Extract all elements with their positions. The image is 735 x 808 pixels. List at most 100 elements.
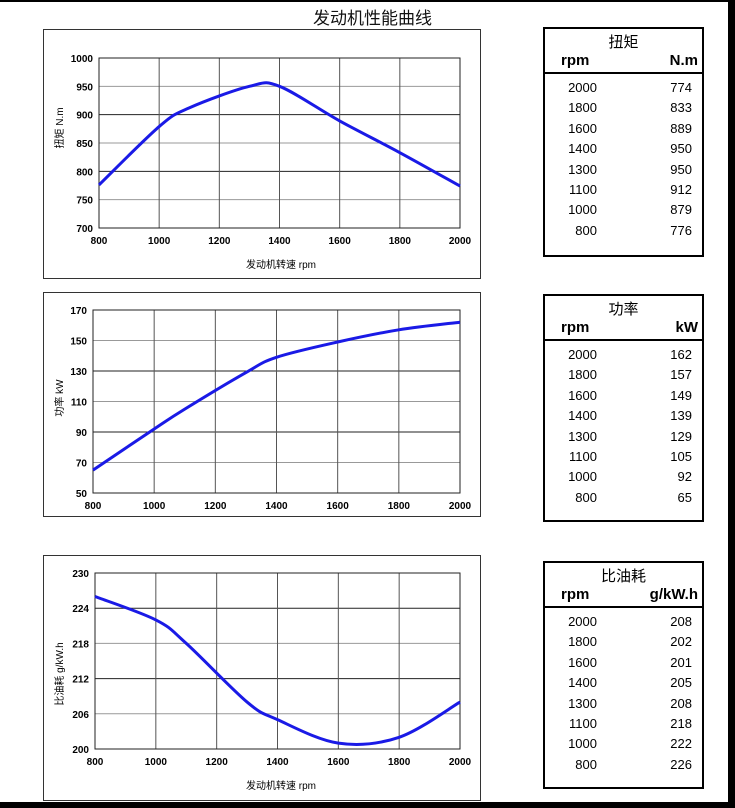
table-row: 1400 950	[545, 139, 702, 159]
x-tick-label: 1200	[208, 236, 231, 247]
table-row: 1100 218	[545, 714, 702, 734]
table-row: 1600 889	[545, 119, 702, 139]
x-tick-label: 1000	[143, 501, 166, 512]
power-chart: 50 70 90 110 130 150 170 800 1000 1200 1400 1600 180…	[43, 292, 481, 517]
rpm-cell: 1600	[568, 654, 597, 670]
col-rpm: rpm	[561, 319, 590, 336]
x-tick-label: 1000	[145, 757, 168, 768]
table-row: 1400 139	[545, 406, 702, 426]
rpm-cell: 1000	[568, 469, 597, 485]
y-tick-label: 150	[70, 337, 87, 348]
frame-right	[728, 0, 735, 808]
x-tick-label: 1400	[268, 236, 291, 247]
rpm-cell: 1000	[568, 736, 597, 752]
fuel-consumption-chart: 200 206 212 218 224 230 800 1000 1200 1400 1600 180…	[43, 555, 481, 801]
y-tick-label: 70	[76, 459, 88, 470]
x-tick-label: 1800	[388, 757, 411, 768]
frame-top	[0, 0, 735, 2]
table-header: rpm g/kW.h	[545, 586, 702, 608]
x-tick-label: 2000	[449, 757, 472, 768]
value-cell: 879	[670, 202, 692, 218]
y-tick-label: 206	[72, 710, 89, 721]
y-tick-label: 200	[72, 745, 89, 756]
value-cell: 776	[670, 222, 692, 238]
y-tick-label: 110	[71, 398, 88, 409]
value-cell: 202	[670, 634, 692, 650]
frame-bottom	[0, 802, 735, 808]
chart-svg: 200 206 212 218 224 230 800 1000 1200 1400 1600 180…	[53, 569, 472, 792]
x-tick-label: 1200	[206, 757, 229, 768]
x-tick-label: 1000	[148, 236, 171, 247]
value-cell: 162	[670, 347, 692, 362]
y-tick-label: 700	[76, 224, 93, 235]
table-row: 1600 201	[545, 653, 702, 673]
value-cell: 889	[670, 120, 692, 136]
table-header: rpm N.m	[545, 52, 702, 74]
rpm-cell: 1300	[568, 695, 597, 711]
table-header: rpm kW	[545, 319, 702, 341]
table-row: 1000 879	[545, 200, 702, 220]
rpm-cell: 1100	[569, 181, 597, 197]
table-row: 1300 950	[545, 160, 702, 180]
x-tick-label: 1400	[265, 501, 288, 512]
value-cell: 157	[670, 367, 692, 383]
y-axis-label: 功率 kW	[53, 379, 66, 417]
plot-area	[92, 309, 461, 494]
rpm-cell: 2000	[568, 347, 597, 362]
value-cell: 129	[670, 428, 692, 444]
table-row: 2000 208	[545, 612, 702, 632]
value-cell: 222	[670, 736, 692, 752]
y-tick-label: 218	[72, 639, 89, 650]
table-row: 800 776	[545, 221, 702, 241]
x-tick-label: 1600	[329, 236, 352, 247]
table-row: 1300 129	[545, 427, 702, 447]
x-axis-label: 发动机转速 rpm	[246, 258, 316, 271]
y-tick-label: 800	[76, 167, 93, 178]
rpm-cell: 1800	[568, 367, 597, 383]
y-tick-label: 212	[72, 675, 89, 686]
value-cell: 201	[670, 654, 692, 670]
rpm-cell: 800	[575, 489, 597, 505]
table-row: 1800 202	[545, 632, 702, 652]
x-tick-label: 2000	[449, 236, 472, 247]
rpm-cell: 2000	[568, 80, 597, 95]
table-row: 1000 222	[545, 734, 702, 754]
x-tick-label: 800	[91, 236, 108, 247]
y-axis-label: 扭矩 N.m	[53, 107, 66, 148]
rpm-cell: 2000	[568, 614, 597, 629]
col-unit: N.m	[669, 52, 698, 69]
rpm-cell: 800	[575, 756, 597, 772]
x-axis-label: 发动机转速 rpm	[246, 779, 316, 792]
torque-table: 扭矩 rpm N.m 2000 774 1800 833 1600 889 1400 950 130…	[543, 27, 704, 257]
value-cell: 205	[670, 675, 692, 691]
value-cell: 139	[670, 408, 692, 424]
table-title: 比油耗	[600, 568, 646, 585]
rpm-cell: 1300	[568, 161, 597, 177]
table-title: 扭矩	[608, 34, 639, 51]
chart-svg: 50 70 90 110 130 150 170 800 1000 1200 1400 1600 180…	[53, 306, 472, 512]
table-row: 1400 205	[545, 673, 702, 693]
rpm-cell: 1800	[568, 100, 597, 116]
x-tick-label: 1800	[389, 236, 412, 247]
chart-svg: 700 750 800 850 900 950 1000 800 1000 1200 1400 160…	[53, 54, 472, 271]
x-tick-label: 2000	[449, 501, 472, 512]
table-row: 2000 162	[545, 345, 702, 365]
rpm-cell: 1400	[568, 141, 597, 157]
value-cell: 105	[670, 448, 692, 464]
table-row: 2000 774	[545, 78, 702, 98]
y-tick-label: 950	[76, 82, 93, 93]
rpm-cell: 1600	[568, 387, 597, 403]
plot-area	[94, 572, 461, 750]
table-row: 1800 833	[545, 98, 702, 118]
y-tick-label: 850	[76, 139, 93, 150]
value-cell: 833	[670, 100, 692, 116]
plot-area	[98, 57, 461, 229]
col-unit: kW	[675, 319, 699, 336]
value-cell: 92	[677, 469, 692, 485]
x-tick-label: 1600	[327, 501, 350, 512]
torque-chart: 700 750 800 850 900 950 1000 800 1000 1200 1400 160…	[43, 29, 481, 279]
table-row: 800 65	[545, 488, 702, 508]
y-tick-label: 750	[76, 196, 93, 207]
value-cell: 226	[670, 756, 692, 772]
y-tick-label: 50	[76, 489, 88, 500]
